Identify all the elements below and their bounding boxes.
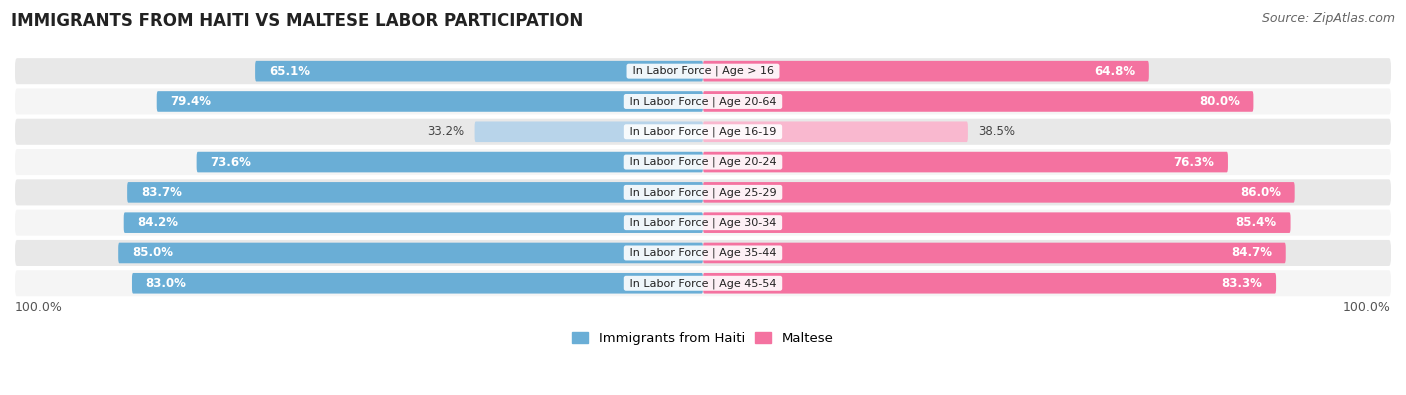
FancyBboxPatch shape [703, 122, 967, 142]
FancyBboxPatch shape [15, 240, 1391, 266]
Text: 76.3%: 76.3% [1174, 156, 1215, 169]
FancyBboxPatch shape [15, 210, 1391, 236]
Text: 100.0%: 100.0% [1343, 301, 1391, 314]
FancyBboxPatch shape [118, 243, 703, 263]
Text: 85.4%: 85.4% [1236, 216, 1277, 229]
Text: 84.2%: 84.2% [138, 216, 179, 229]
Text: 86.0%: 86.0% [1240, 186, 1281, 199]
FancyBboxPatch shape [15, 88, 1391, 115]
Text: 83.7%: 83.7% [141, 186, 181, 199]
Text: In Labor Force | Age 35-44: In Labor Force | Age 35-44 [626, 248, 780, 258]
FancyBboxPatch shape [703, 213, 1291, 233]
Text: In Labor Force | Age 30-34: In Labor Force | Age 30-34 [626, 217, 780, 228]
FancyBboxPatch shape [15, 179, 1391, 205]
FancyBboxPatch shape [703, 61, 1149, 81]
Text: 80.0%: 80.0% [1199, 95, 1240, 108]
FancyBboxPatch shape [197, 152, 703, 172]
Text: In Labor Force | Age 25-29: In Labor Force | Age 25-29 [626, 187, 780, 198]
Text: 65.1%: 65.1% [269, 65, 309, 78]
Text: In Labor Force | Age 45-54: In Labor Force | Age 45-54 [626, 278, 780, 288]
Text: 38.5%: 38.5% [979, 125, 1015, 138]
FancyBboxPatch shape [254, 61, 703, 81]
Text: 73.6%: 73.6% [211, 156, 252, 169]
FancyBboxPatch shape [703, 152, 1227, 172]
FancyBboxPatch shape [703, 182, 1295, 203]
Text: 100.0%: 100.0% [15, 301, 63, 314]
FancyBboxPatch shape [703, 273, 1277, 293]
FancyBboxPatch shape [15, 270, 1391, 296]
FancyBboxPatch shape [703, 243, 1285, 263]
Text: 83.0%: 83.0% [146, 277, 187, 290]
Text: 84.7%: 84.7% [1232, 246, 1272, 260]
FancyBboxPatch shape [15, 58, 1391, 84]
Text: 85.0%: 85.0% [132, 246, 173, 260]
Text: 33.2%: 33.2% [427, 125, 464, 138]
Text: IMMIGRANTS FROM HAITI VS MALTESE LABOR PARTICIPATION: IMMIGRANTS FROM HAITI VS MALTESE LABOR P… [11, 12, 583, 30]
Text: 79.4%: 79.4% [170, 95, 211, 108]
Text: In Labor Force | Age 20-24: In Labor Force | Age 20-24 [626, 157, 780, 167]
FancyBboxPatch shape [127, 182, 703, 203]
Text: In Labor Force | Age 16-19: In Labor Force | Age 16-19 [626, 126, 780, 137]
FancyBboxPatch shape [15, 119, 1391, 145]
FancyBboxPatch shape [703, 91, 1253, 112]
FancyBboxPatch shape [475, 122, 703, 142]
FancyBboxPatch shape [124, 213, 703, 233]
FancyBboxPatch shape [156, 91, 703, 112]
Text: In Labor Force | Age 20-64: In Labor Force | Age 20-64 [626, 96, 780, 107]
FancyBboxPatch shape [132, 273, 703, 293]
Legend: Immigrants from Haiti, Maltese: Immigrants from Haiti, Maltese [569, 329, 837, 347]
Text: 64.8%: 64.8% [1094, 65, 1135, 78]
Text: Source: ZipAtlas.com: Source: ZipAtlas.com [1261, 12, 1395, 25]
Text: In Labor Force | Age > 16: In Labor Force | Age > 16 [628, 66, 778, 76]
Text: 83.3%: 83.3% [1222, 277, 1263, 290]
FancyBboxPatch shape [15, 149, 1391, 175]
